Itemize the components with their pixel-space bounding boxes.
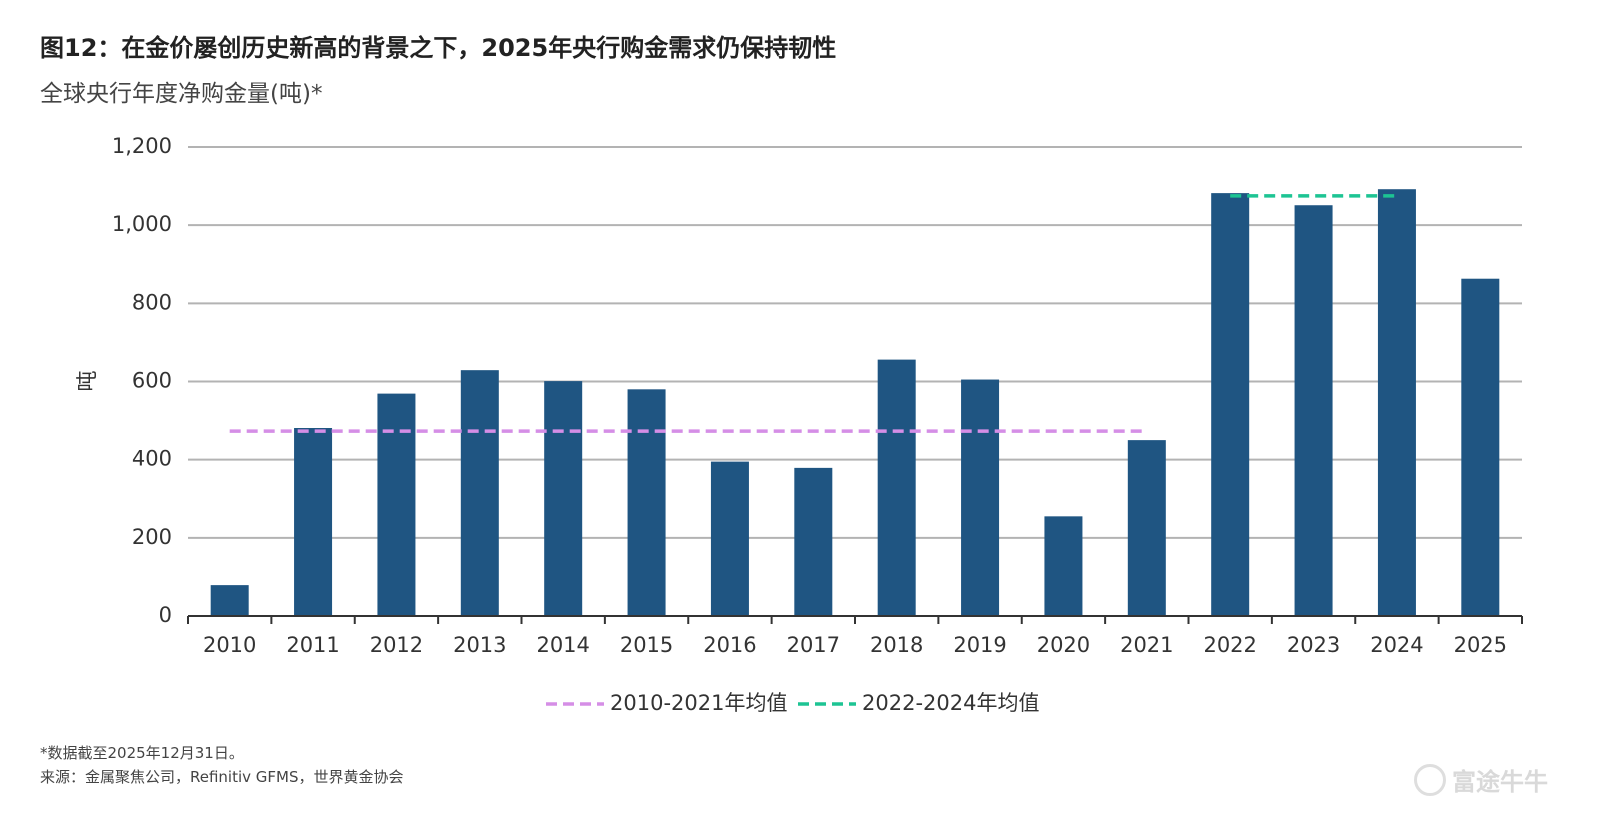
y-tick-label: 400 [132,447,172,471]
bar-2018 [877,359,916,616]
x-tick-label-2011: 2011 [286,633,339,657]
chart-title: 图12：在金价屡创历史新高的背景之下，2025年央行购金需求仍保持韧性 [40,34,837,62]
x-tick-label-2013: 2013 [453,633,506,657]
x-tick-label-2021: 2021 [1120,633,1173,657]
bar-2011 [294,428,333,616]
bar-2010 [210,585,249,616]
x-tick-label-2024: 2024 [1370,633,1423,657]
x-tick-label-2018: 2018 [870,633,923,657]
watermark: 富途牛牛 [1414,762,1548,797]
legend-label-1: 2010-2021年均值 [610,691,787,715]
bar-2013 [460,370,499,616]
source-note: 来源：金属聚焦公司，Refinitiv GFMS，世界黄金协会 [40,768,404,786]
y-tick-label: 1,200 [112,134,172,158]
x-tick-label-2016: 2016 [703,633,756,657]
x-tick-label-2025: 2025 [1454,633,1507,657]
average-lines [229,194,1397,433]
y-tick-label: 800 [132,290,172,314]
legend-label-2: 2022-2024年均值 [862,691,1039,715]
footnote: *数据截至2025年12月31日。 [40,744,244,762]
bar-2012 [377,393,416,616]
chart-subtitle: 全球央行年度净购金量(吨)* [40,81,323,107]
bar-2025 [1461,278,1500,616]
bar-2024 [1377,189,1416,616]
bar-2015 [627,389,666,616]
watermark-text: 富途牛牛 [1452,768,1548,796]
x-tick-label-2017: 2017 [787,633,840,657]
bar-2017 [794,467,833,616]
x-tick-label-2014: 2014 [536,633,589,657]
bar-2016 [710,461,749,616]
y-tick-label: 0 [159,603,172,627]
x-tick-label-2019: 2019 [953,633,1006,657]
bar-2023 [1294,205,1333,616]
x-axis: 2010 2011 2012 2013 2014 2015 2016 2017 2018 2019… [187,615,1523,657]
x-tick-label-2010: 2010 [203,633,256,657]
y-tick-label: 1,000 [112,212,172,236]
legend: 2010-2021年均值 2022-2024年均值 [546,691,1039,715]
x-tick-label-2012: 2012 [370,633,423,657]
bar-2019 [961,379,1000,616]
y-axis-label: 吨 [75,371,99,392]
bar-2020 [1044,516,1083,616]
x-tick-label-2022: 2022 [1203,633,1256,657]
y-tick-label: 200 [132,525,172,549]
bar-2014 [544,381,583,616]
x-tick-label-2020: 2020 [1037,633,1090,657]
bar-2022 [1211,193,1250,616]
bars [210,189,1500,616]
x-tick-label-2023: 2023 [1287,633,1340,657]
futu-logo-icon [1414,763,1446,796]
bar-2021 [1127,440,1166,616]
y-axis-ticks: 0 200 400 600 800 1,000 1,200 [112,134,172,627]
x-tick-label-2015: 2015 [620,633,673,657]
y-tick-label: 600 [132,369,172,393]
